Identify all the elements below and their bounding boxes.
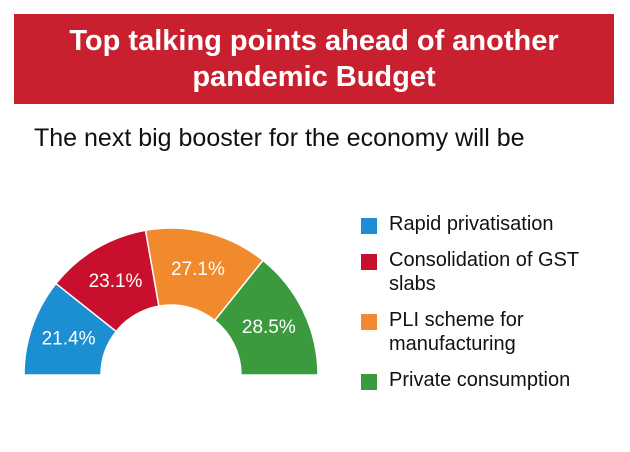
slice (213, 259, 319, 376)
legend-label: PLI scheme for manufacturing (389, 309, 524, 355)
chart-subtitle: The next big booster for the economy wil… (34, 124, 525, 152)
legend-item: Rapid privatisation (361, 212, 579, 236)
legend-swatch (361, 218, 377, 234)
legend-swatch (361, 314, 377, 330)
value-label: 27.1% (171, 259, 225, 280)
legend-item: PLI scheme for manufacturing (361, 308, 579, 356)
legend: Rapid privatisation Consolidation of GST … (361, 212, 579, 404)
legend-swatch (361, 254, 377, 270)
legend-item: Consolidation of GST slabs (361, 248, 579, 296)
value-label: 23.1% (89, 271, 143, 292)
legend-label: Private consumption (389, 369, 571, 391)
legend-swatch (361, 374, 377, 390)
legend-item: Private consumption (361, 368, 579, 392)
legend-label: Rapid privatisation (389, 213, 554, 235)
value-label: 21.4% (42, 328, 96, 349)
chart-title: Top talking points ahead of another pand… (14, 14, 614, 104)
value-label: 28.5% (242, 317, 296, 338)
legend-label: Consolidation of GST slabs (389, 249, 579, 295)
